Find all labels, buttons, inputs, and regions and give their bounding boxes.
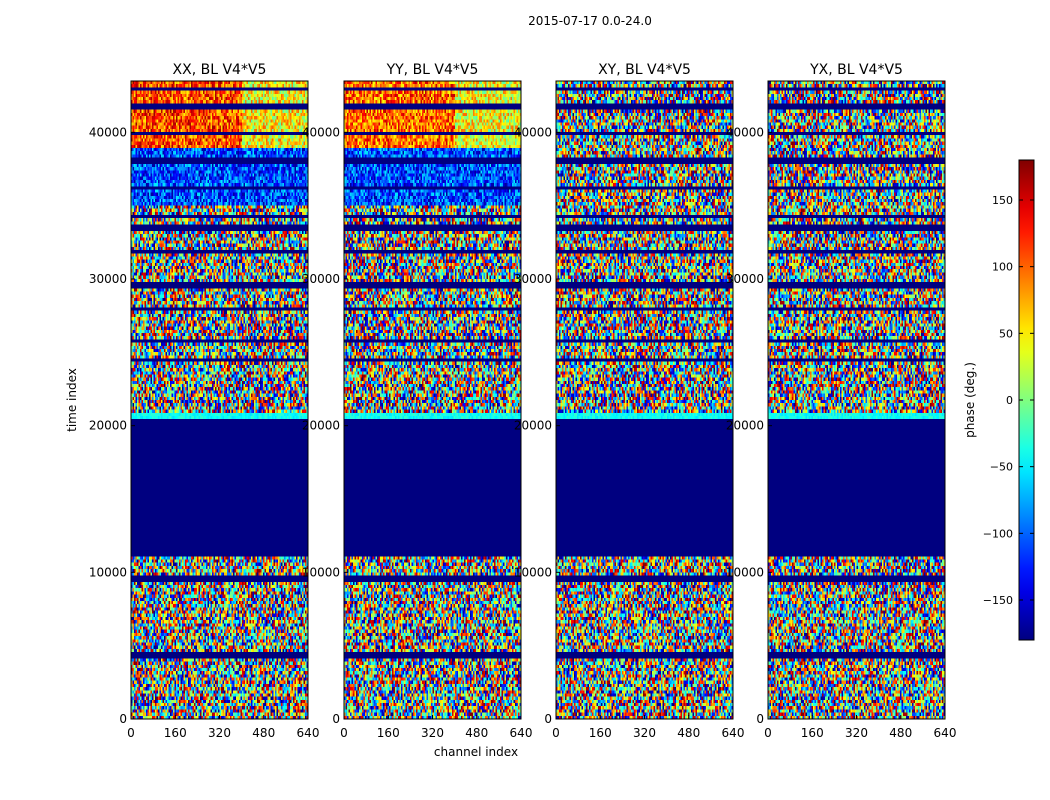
colorbar-tick-label: 100 (992, 261, 1013, 274)
colorbar-tick-label: 0 (1006, 394, 1013, 407)
y-tick-label: 20000 (726, 419, 764, 433)
heatmap-image (556, 81, 733, 719)
x-tick-label: 480 (889, 726, 912, 740)
panel-4: YX, BL V4*V5 0 160 320 480 640 0 10000 20000 3000… (726, 62, 957, 740)
x-tick-label: 640 (510, 726, 533, 740)
y-tick-label: 10000 (302, 565, 340, 579)
heatmap-image (768, 81, 945, 719)
x-tick-label: 640 (934, 726, 957, 740)
y-tick-label: 20000 (302, 419, 340, 433)
x-tick-label: 0 (340, 726, 348, 740)
y-tick-label: 10000 (726, 565, 764, 579)
y-tick-label: 40000 (726, 125, 764, 139)
y-tick-label: 20000 (514, 419, 552, 433)
panel-title: YY, BL V4*V5 (386, 62, 479, 78)
x-tick-label: 320 (208, 726, 231, 740)
colorbar-tick-label: 50 (999, 327, 1013, 340)
y-tick-label: 40000 (89, 125, 127, 139)
panel-3: XY, BL V4*V5 0 160 320 480 640 0 10000 20000 3000… (514, 62, 745, 740)
colorbar-label: phase (deg.) (963, 362, 977, 438)
y-tick-label: 40000 (514, 125, 552, 139)
x-axis-label: channel index (434, 745, 518, 759)
y-axis-label: time index (65, 368, 79, 432)
x-tick-label: 320 (845, 726, 868, 740)
x-tick-label: 160 (377, 726, 400, 740)
colorbar-tick-label: −100 (983, 527, 1013, 540)
colorbar-tick-label: 150 (992, 194, 1013, 207)
x-tick-label: 640 (297, 726, 320, 740)
y-tick-label: 30000 (726, 272, 764, 286)
panel-title: XX, BL V4*V5 (173, 62, 267, 78)
colorbar: −150 −100 −50 0 50 100 150 phase (deg.) (963, 159, 1035, 641)
panel-1: XX, BL V4*V5 0 160 320 480 640 0 10000 20000 3000… (89, 62, 320, 740)
x-tick-label: 480 (677, 726, 700, 740)
x-tick-label: 0 (127, 726, 135, 740)
y-tick-label: 0 (544, 712, 552, 726)
y-tick-label: 20000 (89, 419, 127, 433)
x-tick-label: 0 (764, 726, 772, 740)
y-tick-label: 30000 (89, 272, 127, 286)
x-tick-label: 320 (633, 726, 656, 740)
x-tick-label: 0 (552, 726, 560, 740)
heatmap-image (131, 81, 308, 719)
x-tick-label: 480 (465, 726, 488, 740)
y-tick-label: 0 (756, 712, 764, 726)
x-tick-label: 160 (589, 726, 612, 740)
colorbar-tick-label: −50 (990, 461, 1013, 474)
y-tick-label: 10000 (89, 565, 127, 579)
heatmap-image (344, 81, 521, 719)
x-tick-label: 320 (421, 726, 444, 740)
y-tick-label: 0 (332, 712, 340, 726)
panel-2: YY, BL V4*V5 0 160 320 480 640 0 10000 20000 3000… (302, 62, 533, 740)
y-tick-label: 10000 (514, 565, 552, 579)
y-tick-label: 30000 (514, 272, 552, 286)
x-tick-label: 480 (252, 726, 275, 740)
panel-title: YX, BL V4*V5 (809, 62, 903, 78)
x-tick-label: 640 (722, 726, 745, 740)
x-tick-label: 160 (801, 726, 824, 740)
figure-title: 2015-07-17 0.0-24.0 (528, 14, 652, 28)
y-tick-label: 40000 (302, 125, 340, 139)
panel-title: XY, BL V4*V5 (598, 62, 691, 78)
x-tick-label: 160 (164, 726, 187, 740)
colorbar-tick-label: −150 (983, 594, 1013, 607)
y-tick-label: 30000 (302, 272, 340, 286)
y-tick-label: 0 (119, 712, 127, 726)
